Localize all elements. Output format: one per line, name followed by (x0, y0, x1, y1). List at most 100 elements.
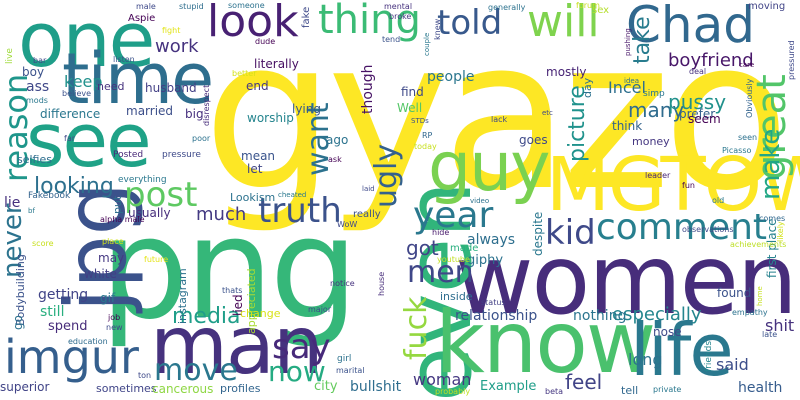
word-score: score (32, 239, 54, 248)
word-mods: mods (26, 96, 48, 105)
word-end: end (246, 79, 269, 93)
word-forum: forum (576, 1, 600, 10)
word-lack: lack (491, 115, 508, 124)
word-ago: ago (326, 133, 349, 147)
word-move: move (154, 353, 238, 388)
word-tell: tell (621, 384, 639, 397)
word-lying: lying (292, 102, 321, 116)
word-relationship: relationship (455, 308, 538, 324)
word-nose: nose (653, 325, 682, 339)
word-care: care (739, 61, 755, 69)
word-selfies: selfies (17, 153, 52, 166)
word-fun: fun (682, 181, 695, 190)
word-obviously: Obviously (745, 78, 754, 118)
word-white: white (84, 267, 117, 281)
word-city: city (314, 379, 338, 394)
word-bar: bar (33, 56, 47, 65)
word-well: Well (397, 101, 423, 115)
word-mostly: mostly (546, 65, 587, 79)
word-said: said (716, 355, 749, 374)
word-usually: usually (128, 206, 171, 220)
word-inside: inside (440, 290, 473, 303)
word-seem: seem (688, 112, 721, 126)
word-far: far (64, 134, 76, 143)
word-despite: despite (531, 211, 545, 256)
word-think: think (612, 119, 643, 133)
word-men: men (407, 255, 474, 290)
word-job: job (108, 313, 121, 322)
word-friends: friends (704, 340, 714, 372)
word-mean: mean (241, 149, 276, 163)
word-dude: dude (255, 37, 276, 46)
word-boy: boy (22, 65, 45, 79)
word-broke: broke (389, 12, 412, 21)
word-people: people (427, 69, 475, 85)
word-looking: looking (34, 174, 114, 199)
word-private: private (653, 385, 682, 394)
word-sex: sex (592, 5, 610, 16)
word-girl: girl (337, 354, 352, 364)
word-many: many (628, 98, 685, 122)
word-marital: marital (336, 366, 365, 375)
word-life: life (630, 308, 734, 392)
word-cheated: cheated (278, 191, 307, 199)
word-png: png (100, 188, 358, 351)
word-future: future (144, 255, 169, 264)
word-giphy: giphy (467, 253, 504, 268)
word-pushing: pushing (624, 28, 632, 56)
word-spend: spend (48, 319, 88, 334)
word-beta: beta (545, 387, 564, 396)
word-mental: mental (384, 2, 413, 11)
word-instagram: instagram (176, 268, 189, 324)
word-mgtow: MGTOW (546, 142, 800, 228)
word-bullshit: bullshit (350, 379, 402, 395)
word-ask: ask (328, 155, 342, 164)
word-probably: probably (435, 387, 471, 396)
word-know: know (435, 293, 656, 393)
word-wow: WoW (337, 220, 358, 229)
word-incel: Incel (608, 78, 646, 97)
word-made: made (450, 243, 479, 254)
word-lookism: Lookism (230, 191, 276, 204)
word-likely: likely (776, 221, 785, 242)
word-observations: observations (682, 225, 734, 234)
word-work: work (155, 36, 199, 57)
word-money: money (632, 135, 670, 148)
word-especially: especially (612, 304, 702, 325)
word-see: see (26, 98, 152, 184)
word-example: Example (480, 379, 537, 394)
word-go: go (11, 315, 25, 330)
word-male: male (136, 2, 156, 11)
word-status: status (481, 298, 506, 307)
word-stds: STDs (411, 117, 429, 125)
word-let: let (247, 162, 263, 176)
word-pressure: pressure (162, 150, 201, 160)
word-pussy: pussy (668, 90, 727, 114)
word-achievements: achievements (730, 240, 787, 249)
word-comes: comes (759, 214, 786, 223)
word-much: much (196, 204, 247, 225)
word-knew: knew (433, 18, 442, 40)
word-worship: worship (247, 111, 294, 125)
word-take: take (630, 16, 655, 64)
word-fakebook: Fakebook (28, 191, 71, 201)
word-idea: idea (624, 77, 639, 85)
word-posted: Posted (113, 150, 144, 160)
word-comment: comment (596, 207, 768, 248)
word-now: now (268, 355, 326, 388)
word-literally: literally (254, 57, 299, 71)
word-chad: Chad (626, 0, 755, 54)
word-laid: laid (362, 185, 375, 193)
word-time: time (62, 38, 214, 120)
word-today: today (414, 142, 437, 151)
word-ass: ass (26, 79, 50, 95)
word-prefer: prefer (679, 107, 716, 121)
word-fuck: fuck (399, 296, 434, 360)
word-man: man (150, 299, 324, 392)
word-cancerous: cancerous (152, 382, 214, 396)
word-truth: truth (258, 191, 342, 231)
word-notice: notice (330, 279, 355, 288)
word-simp: simp (643, 89, 665, 99)
word-goes: goes (519, 133, 548, 147)
word-fake: fake (301, 6, 312, 28)
